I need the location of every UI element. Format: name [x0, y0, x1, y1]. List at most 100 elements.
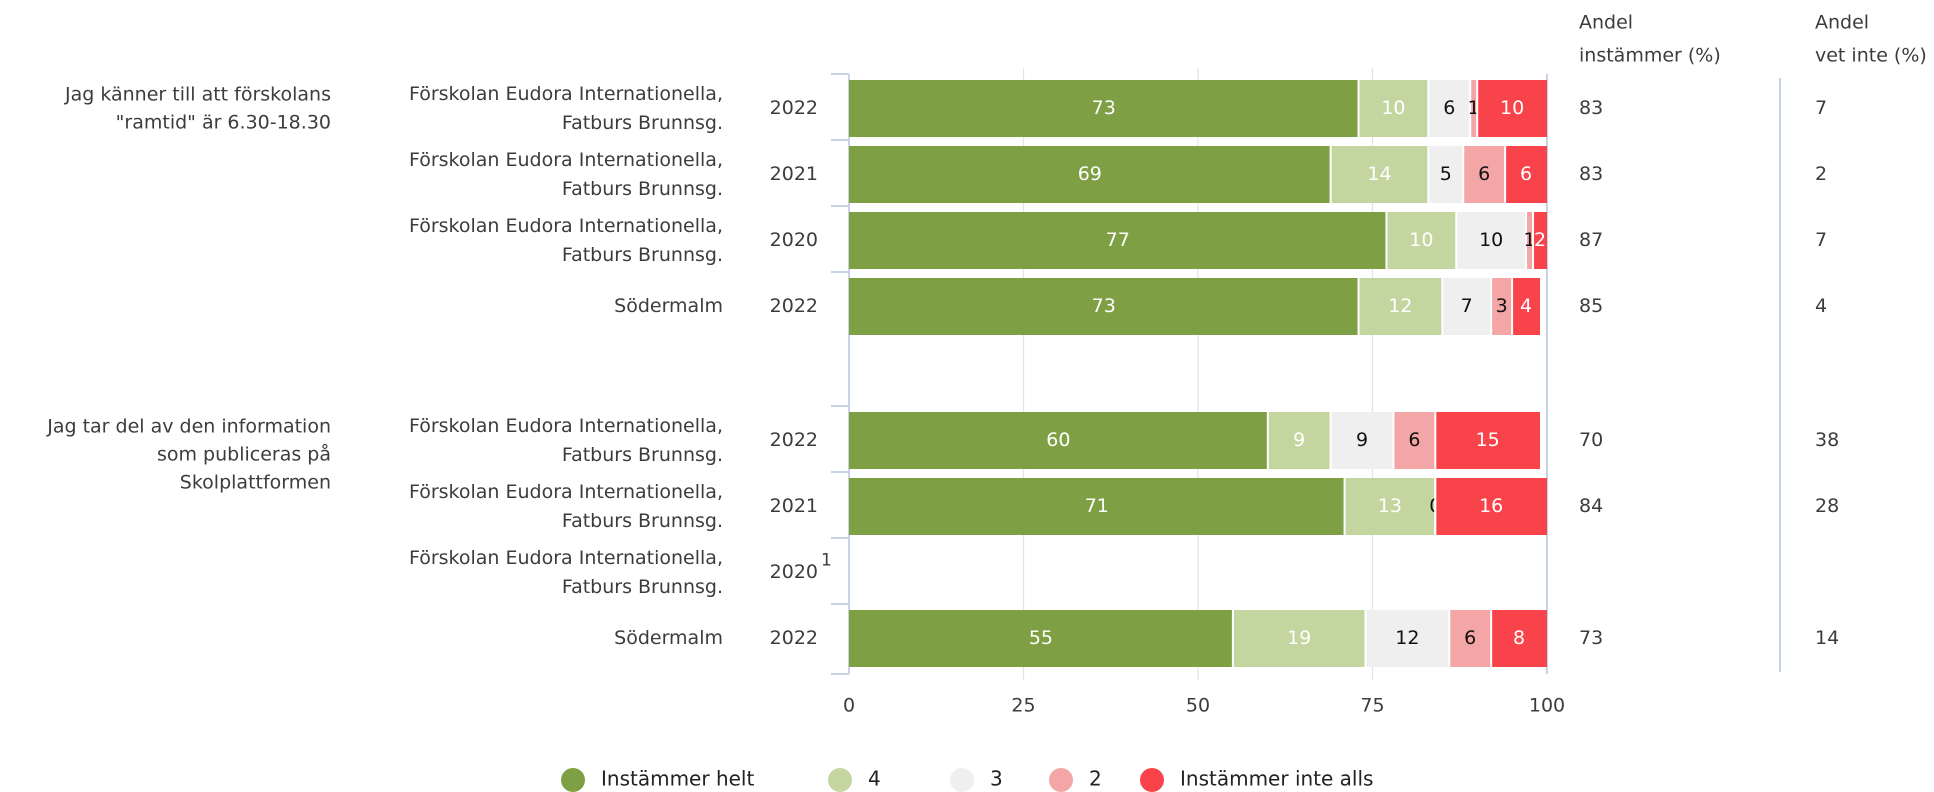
- bar-value-label: 8: [1513, 627, 1525, 649]
- bar-value-label: 2: [1534, 229, 1546, 251]
- legend-label: 2: [1089, 767, 1102, 791]
- bar-segment-4: [1463, 146, 1506, 203]
- unit-label: Förskolan Eudora Internationella,: [409, 83, 723, 105]
- year-label: 2022: [770, 97, 818, 119]
- legend-label: Instämmer inte alls: [1180, 767, 1373, 791]
- question-label: Jag känner till att förskolans: [64, 84, 331, 106]
- bar-value-label: 14: [1367, 163, 1391, 185]
- andel-vet-inte-value: 38: [1815, 429, 1839, 451]
- andel-vet-inte-value: 14: [1815, 627, 1839, 649]
- bar-value-label: 73: [1092, 97, 1116, 119]
- bar-segment-4: [1449, 610, 1492, 667]
- unit-label: Södermalm: [614, 627, 723, 649]
- bar-value-label: 77: [1106, 229, 1130, 251]
- x-tick-label: 50: [1186, 695, 1210, 717]
- andel-vet-inte-value: 2: [1815, 163, 1827, 185]
- col-header-andel-vet-inte: Andel: [1815, 12, 1869, 34]
- unit-label: Förskolan Eudora Internationella,: [409, 481, 723, 503]
- bar-value-label: 73: [1092, 295, 1116, 317]
- bar-value-label: 3: [1496, 295, 1508, 317]
- bar-segment-3: [1442, 278, 1492, 335]
- bar-value-label: 10: [1479, 229, 1503, 251]
- x-tick-label: 25: [1011, 695, 1035, 717]
- andel-vet-inte-value: 7: [1815, 97, 1827, 119]
- bar-segment-3: [1365, 610, 1450, 667]
- bar-segment-4: [1393, 412, 1436, 469]
- question-label: Jag tar del av den information: [46, 416, 331, 438]
- unit-label: Fatburs Brunnsg.: [562, 576, 723, 598]
- bar-segment-2: [1330, 146, 1429, 203]
- year-label: 2020: [770, 561, 818, 583]
- bar-value-label: 6: [1408, 429, 1420, 451]
- andel-instammer-value: 73: [1579, 627, 1603, 649]
- year-label: 2022: [770, 295, 818, 317]
- unit-label: Fatburs Brunnsg.: [562, 112, 723, 134]
- year-label: 2020: [770, 229, 818, 251]
- bar-segment-5: [1533, 212, 1547, 269]
- footnote-marker: 1: [821, 551, 832, 571]
- andel-instammer-value: 87: [1579, 229, 1603, 251]
- unit-label: Fatburs Brunnsg.: [562, 244, 723, 266]
- unit-label: Förskolan Eudora Internationella,: [409, 149, 723, 171]
- bar-segment-4: [1526, 212, 1534, 269]
- bar-segment-3: [1330, 412, 1394, 469]
- bar-segment-3: [1428, 146, 1464, 203]
- bar-segment-4: [1491, 278, 1513, 335]
- bar-value-label: 13: [1378, 495, 1402, 517]
- andel-instammer-value: 83: [1579, 97, 1603, 119]
- bar-value-label: 4: [1520, 295, 1532, 317]
- col-header-andel-instammer: instämmer (%): [1579, 45, 1721, 67]
- year-label: 2021: [770, 163, 818, 185]
- bar-segment-3: [1456, 212, 1527, 269]
- bar-segment-1: [849, 212, 1387, 269]
- bar-value-label: 7: [1461, 295, 1473, 317]
- bar-segment-5: [1477, 80, 1547, 137]
- unit-label: Fatburs Brunnsg.: [562, 510, 723, 532]
- legend-label: 4: [868, 767, 881, 791]
- bar-value-label: 9: [1356, 429, 1368, 451]
- bar-segment-1: [849, 80, 1359, 137]
- question-label: "ramtid" är 6.30-18.30: [116, 112, 331, 134]
- bar-value-label: 55: [1029, 627, 1053, 649]
- legend-swatch-1: [561, 768, 585, 792]
- bar-segment-1: [849, 146, 1331, 203]
- andel-instammer-value: 70: [1579, 429, 1603, 451]
- bar-segment-5: [1435, 478, 1547, 535]
- bar-value-label: 9: [1293, 429, 1305, 451]
- bar-value-label: 71: [1085, 495, 1109, 517]
- bar-segment-5: [1491, 610, 1547, 667]
- bar-value-label: 12: [1388, 295, 1412, 317]
- bar-value-label: 10: [1409, 229, 1433, 251]
- bar-segment-2: [1344, 478, 1436, 535]
- bar-value-label: 60: [1046, 429, 1070, 451]
- bar-value-label: 5: [1440, 163, 1452, 185]
- andel-instammer-value: 83: [1579, 163, 1603, 185]
- col-header-andel-vet-inte: vet inte (%): [1815, 45, 1927, 67]
- year-label: 2022: [770, 627, 818, 649]
- bar-segment-2: [1358, 80, 1429, 137]
- col-header-andel-instammer: Andel: [1579, 12, 1633, 34]
- bar-value-label: 10: [1500, 97, 1524, 119]
- unit-label: Förskolan Eudora Internationella,: [409, 215, 723, 237]
- bar-segment-1: [849, 478, 1345, 535]
- bar-value-label: 19: [1287, 627, 1311, 649]
- unit-label: Förskolan Eudora Internationella,: [409, 547, 723, 569]
- x-tick-label: 75: [1360, 695, 1384, 717]
- unit-label: Fatburs Brunnsg.: [562, 178, 723, 200]
- bar-segment-5: [1512, 278, 1541, 335]
- year-label: 2021: [770, 495, 818, 517]
- bar-value-label: 10: [1381, 97, 1405, 119]
- bar-segment-2: [1267, 412, 1331, 469]
- bar-segment-2: [1232, 610, 1366, 667]
- bar-value-label: 6: [1520, 163, 1532, 185]
- andel-vet-inte-value: 4: [1815, 295, 1827, 317]
- unit-label: Förskolan Eudora Internationella,: [409, 415, 723, 437]
- bar-value-label: 16: [1479, 495, 1503, 517]
- year-label: 2022: [770, 429, 818, 451]
- bar-value-label: 6: [1443, 97, 1455, 119]
- bar-segment-2: [1386, 212, 1457, 269]
- bar-segment-5: [1435, 412, 1541, 469]
- bar-segment-5: [1505, 146, 1547, 203]
- x-tick-label: 100: [1529, 695, 1565, 717]
- bar-segment-1: [849, 610, 1233, 667]
